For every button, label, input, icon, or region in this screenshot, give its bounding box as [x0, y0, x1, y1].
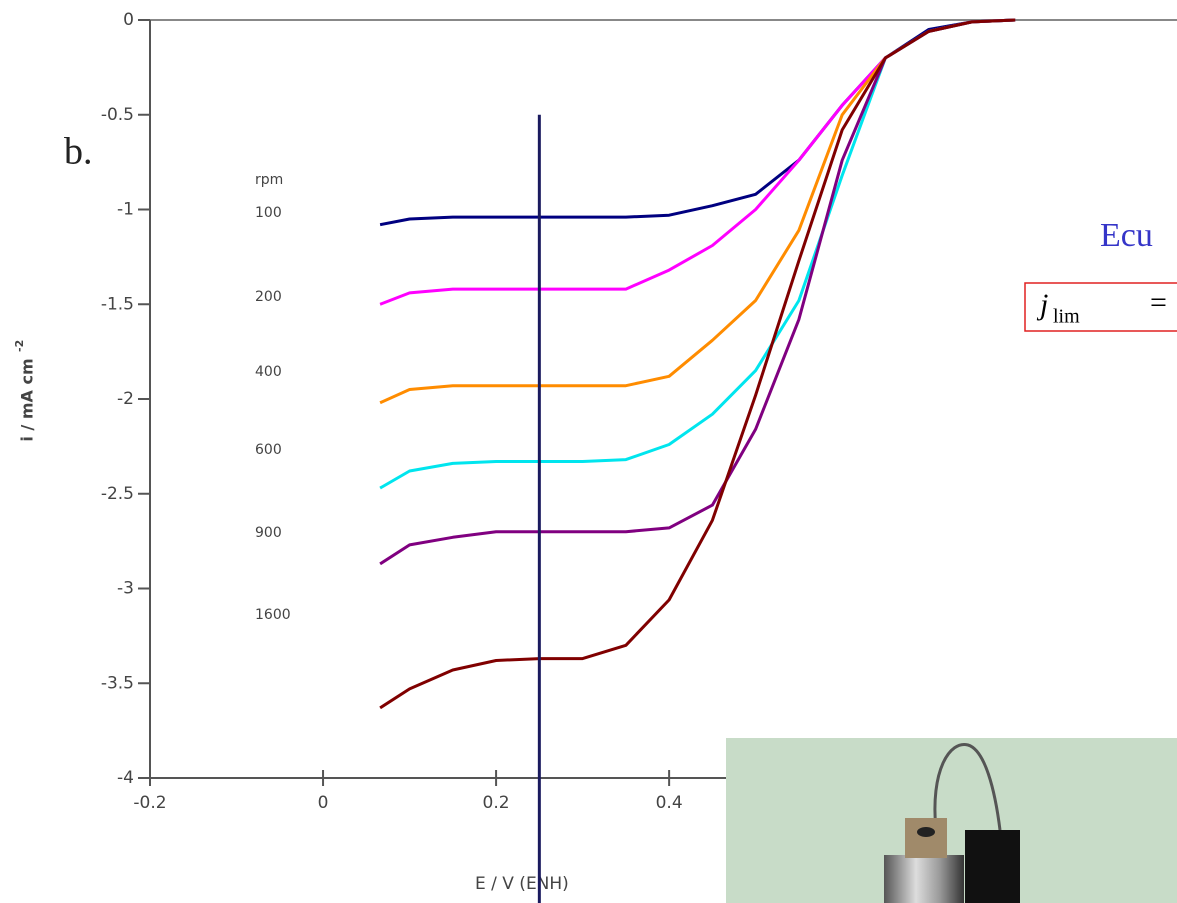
- legend-label: 400: [255, 364, 282, 380]
- electrode-hole: [917, 827, 935, 837]
- y-tick-label: -1: [117, 200, 134, 220]
- legend-label: 600: [255, 442, 282, 458]
- x-tick-label: 0.2: [483, 793, 510, 813]
- electrode-body: [884, 855, 964, 903]
- y-tick-label: -2.5: [101, 484, 134, 504]
- y-tick-label: -3.5: [101, 673, 134, 693]
- curve: [379, 18, 1016, 710]
- electrode-head: [905, 818, 947, 858]
- legend-label: 200: [255, 289, 282, 305]
- legend-label: 100: [255, 205, 282, 221]
- equation-box: [1024, 282, 1177, 332]
- electrode-photo: [726, 738, 1177, 903]
- equation-operator: =: [1150, 286, 1167, 319]
- x-tick-label: 0: [318, 793, 329, 813]
- curve: [379, 18, 1016, 306]
- cable: [933, 743, 1002, 831]
- equation-subscript: lim: [1053, 306, 1080, 328]
- plot: 0 -0.5 -1 -1.5 -2 -2.5 -3 -3.5 -4 -0.2 0 0.2 0.4 100 2…: [101, 10, 1177, 903]
- y-axis-label: i / mA cm: [18, 358, 37, 441]
- heading: Ecu: [1100, 217, 1153, 254]
- legend-title: rpm: [255, 172, 283, 188]
- y-axis-label-exponent: -2: [13, 340, 26, 352]
- curve: [379, 18, 1016, 405]
- y-tick-label: -1.5: [101, 294, 134, 314]
- y-axis-label-group: i / mA cm -2: [13, 340, 37, 442]
- y-tick-label: -3: [117, 579, 134, 599]
- panel-label: b.: [64, 131, 93, 173]
- x-tick-label: 0.4: [656, 793, 683, 813]
- y-tick-label: -0.5: [101, 105, 134, 125]
- curve: [379, 18, 1016, 227]
- x-tick-label: -0.2: [133, 793, 166, 813]
- equation-symbol: j: [1036, 288, 1048, 321]
- motor: [965, 830, 1020, 903]
- curve: [379, 18, 1016, 566]
- legend-label: 1600: [255, 607, 291, 623]
- x-axis-label: E / V (ENH): [475, 874, 569, 894]
- y-tick-label: -2: [117, 389, 134, 409]
- y-tick-label: -4: [117, 768, 134, 788]
- legend-label: 900: [255, 525, 282, 541]
- y-tick-label: 0: [123, 10, 134, 30]
